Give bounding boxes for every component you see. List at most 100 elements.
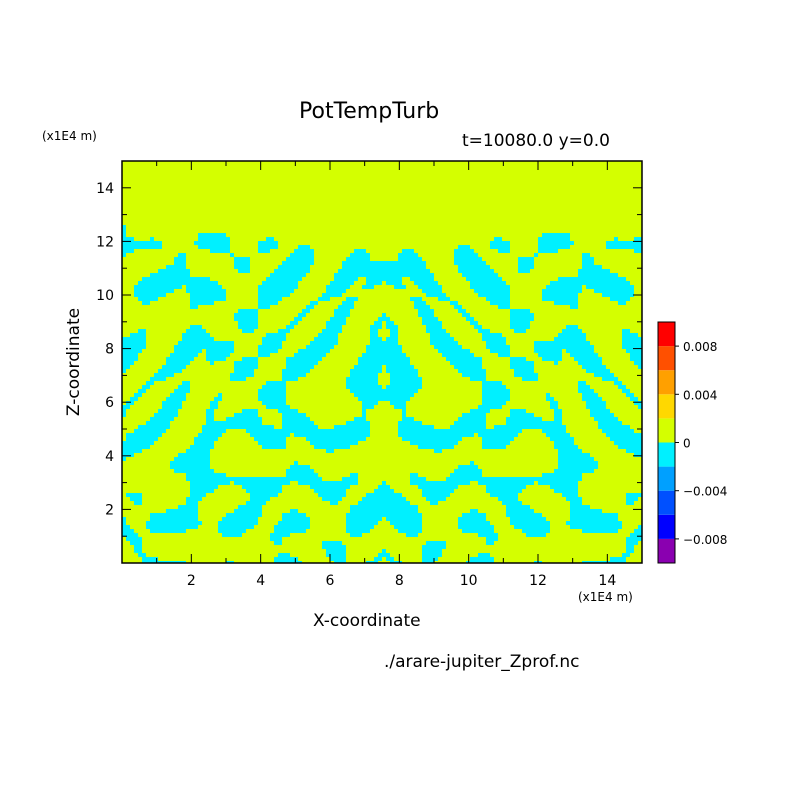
field-cell	[274, 525, 310, 529]
field-cell	[378, 485, 390, 489]
field-cell	[402, 249, 414, 253]
field-cell	[506, 417, 542, 421]
y-tick-label: 4	[105, 449, 114, 465]
field-cell	[234, 265, 250, 269]
field-cell	[206, 357, 226, 361]
field-cell	[386, 517, 422, 521]
field-cell	[586, 405, 606, 409]
field-cell	[370, 337, 382, 341]
field-cell	[258, 441, 286, 445]
y-tick-label: 6	[105, 395, 114, 411]
field-cell	[174, 345, 234, 349]
field-cell	[190, 293, 226, 297]
field-cell	[374, 489, 394, 493]
field-cell	[166, 357, 194, 361]
field-cell	[498, 353, 510, 357]
field-cell	[422, 289, 442, 293]
field-cell	[146, 525, 198, 529]
field-cell	[306, 305, 314, 309]
field-cell	[638, 365, 642, 369]
field-cell	[634, 237, 642, 241]
field-cell	[122, 453, 134, 457]
field-cell	[278, 553, 290, 557]
field-cell	[518, 265, 534, 269]
field-cell	[482, 381, 502, 385]
field-cell	[610, 437, 642, 441]
colorbar-segment	[658, 490, 675, 515]
field-cell	[150, 273, 190, 277]
field-cell	[458, 465, 478, 469]
field-cell	[286, 257, 314, 261]
field-cell	[358, 397, 410, 401]
field-cell	[278, 409, 298, 413]
field-cell	[454, 421, 486, 425]
field-cell	[618, 301, 626, 305]
field-cell	[326, 553, 346, 557]
field-cell	[182, 337, 214, 341]
field-cell	[558, 457, 594, 461]
field-cell	[250, 433, 290, 437]
field-cell	[470, 409, 490, 413]
field-cell	[418, 285, 442, 289]
field-cell	[298, 349, 330, 353]
field-cell	[546, 433, 570, 437]
field-cell	[506, 505, 530, 509]
field-cell	[586, 285, 634, 289]
field-cell	[410, 473, 418, 477]
field-cell	[410, 277, 434, 281]
field-cell	[350, 389, 418, 393]
field-cell	[398, 433, 474, 437]
field-cell	[178, 341, 234, 345]
field-cell	[242, 329, 254, 333]
field-cell	[186, 477, 322, 481]
field-cell	[550, 485, 578, 489]
field-cell	[418, 309, 434, 313]
field-cell	[150, 513, 198, 517]
field-cell	[538, 237, 570, 241]
field-cell	[190, 493, 206, 497]
field-cell	[582, 529, 618, 533]
x-tick-label: 4	[256, 573, 265, 589]
field-cell	[554, 337, 586, 341]
field-cell	[130, 497, 142, 501]
field-cell	[274, 557, 298, 561]
field-cell	[554, 445, 578, 449]
field-cell	[466, 561, 494, 563]
field-cell	[234, 361, 258, 365]
field-cell	[570, 509, 602, 513]
field-cell	[514, 525, 550, 529]
field-cell	[186, 449, 210, 453]
field-cell	[470, 321, 478, 325]
field-cell	[122, 337, 146, 341]
field-cell	[346, 297, 358, 301]
field-cell	[370, 341, 398, 345]
field-cell	[414, 301, 426, 305]
field-cell	[122, 365, 130, 369]
field-cell	[490, 245, 510, 249]
field-cell	[582, 365, 606, 369]
field-cell	[246, 501, 266, 505]
field-cell	[606, 433, 642, 437]
field-cell	[626, 549, 634, 553]
field-cell	[478, 293, 510, 297]
field-cell	[194, 441, 214, 445]
field-cell	[250, 493, 278, 497]
field-cell	[154, 373, 174, 377]
field-cell	[418, 445, 454, 449]
field-cell	[314, 489, 346, 493]
field-cell	[258, 353, 270, 357]
field-cell	[386, 321, 394, 325]
y-tick-label: 10	[96, 288, 114, 304]
field-cell	[162, 365, 186, 369]
field-cell	[138, 329, 146, 333]
field-cell	[546, 393, 550, 397]
field-cell	[206, 413, 214, 417]
field-cell	[242, 485, 282, 489]
field-cell	[510, 325, 530, 329]
field-cell	[402, 417, 414, 421]
field-cell	[422, 549, 442, 553]
field-cell	[166, 397, 186, 401]
field-cell	[462, 273, 498, 277]
field-cell	[286, 365, 314, 369]
